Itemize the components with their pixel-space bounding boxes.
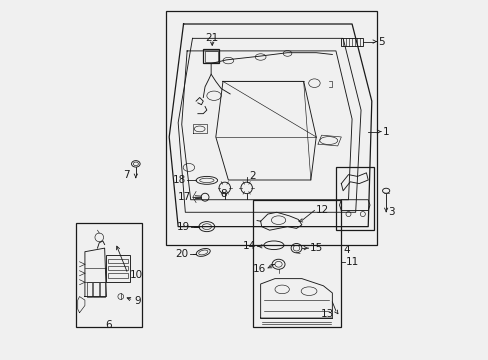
Bar [106,255,129,282]
Text: 10: 10 [129,270,142,280]
Text: 20: 20 [175,249,188,259]
Bar [253,200,341,327]
Text: 16: 16 [252,264,265,274]
Text: 14: 14 [243,241,256,251]
Text: 18: 18 [172,175,185,185]
Bar [93,282,99,297]
Bar [335,167,373,230]
Text: 4: 4 [343,245,349,255]
Text: 13: 13 [321,309,334,319]
Text: 6: 6 [105,320,111,329]
Bar [76,223,142,327]
Text: 7: 7 [123,170,129,180]
Bar [100,282,104,297]
Bar [108,259,128,263]
Bar [108,273,128,278]
Text: 12: 12 [315,205,328,215]
Bar [203,49,219,63]
Text: 11: 11 [345,257,358,267]
Text: 9: 9 [135,296,141,306]
Text: 3: 3 [387,207,394,217]
Bar [341,38,362,45]
Bar [108,266,128,270]
Text: 15: 15 [309,243,322,253]
Text: 8: 8 [220,189,227,199]
Bar [204,50,218,62]
Text: 5: 5 [378,37,385,46]
Text: 17: 17 [177,192,190,202]
Text: 21: 21 [205,33,219,42]
Text: 1: 1 [382,127,388,136]
Bar [86,282,92,297]
Text: 2: 2 [248,171,255,181]
Bar [165,12,376,244]
Text: 19: 19 [176,222,190,231]
